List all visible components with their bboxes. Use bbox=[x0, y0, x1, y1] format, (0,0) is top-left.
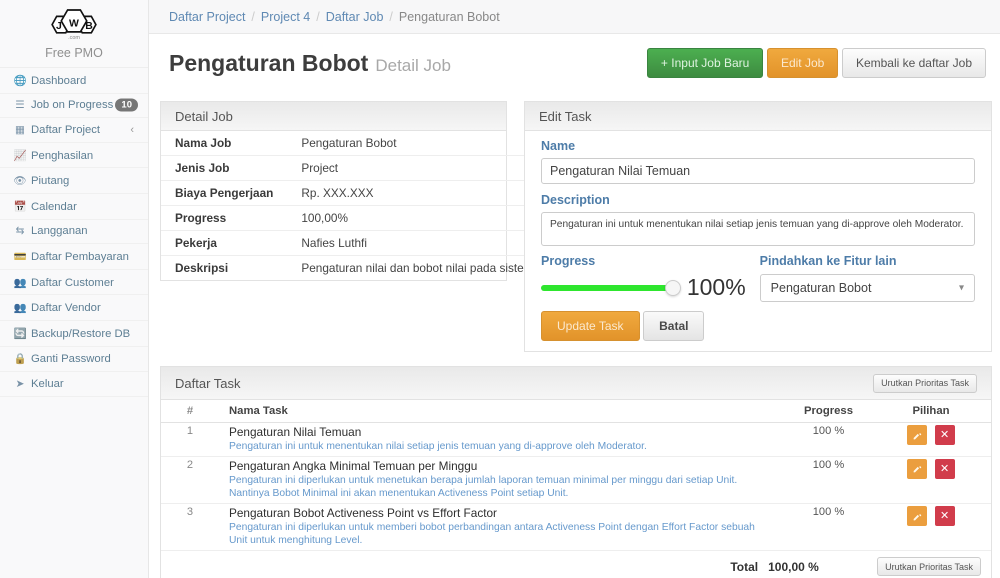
svg-text:.com: .com bbox=[68, 35, 80, 41]
svg-text:J: J bbox=[56, 21, 62, 32]
svg-text:B: B bbox=[85, 21, 93, 32]
svg-text:W: W bbox=[69, 18, 79, 29]
